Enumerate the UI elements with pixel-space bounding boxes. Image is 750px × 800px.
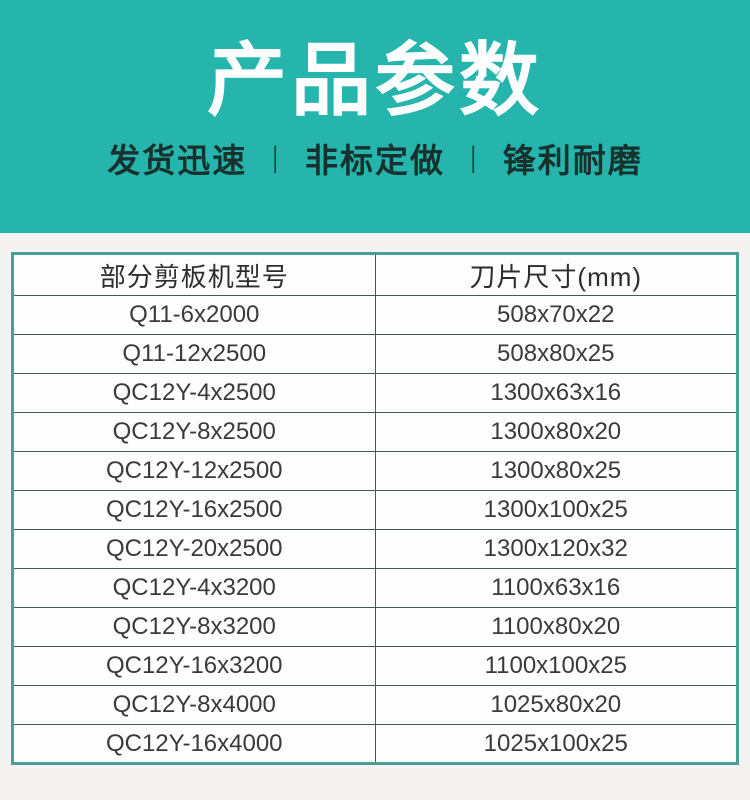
size-cell: 1300x100x25 [374, 490, 738, 530]
feature-custom-made: 非标定做 [305, 142, 445, 179]
feature-sharp-durable: 锋利耐磨 [502, 142, 643, 179]
feature-fast-shipping: 发货迅速 [107, 142, 248, 179]
table-row: QC12Y-4x2500 1300x63x16 [12, 373, 738, 413]
size-cell: 1300x80x20 [374, 412, 738, 452]
model-cell: QC12Y-8x2500 [12, 412, 376, 452]
model-cell: QC12Y-20x2500 [12, 529, 376, 569]
model-cell: QC12Y-16x3200 [12, 646, 376, 686]
model-cell: QC12Y-12x2500 [12, 451, 376, 491]
model-cell: Q11-6x2000 [12, 295, 376, 335]
table-row: Q11-6x2000 508x70x22 [12, 295, 738, 335]
model-cell: QC12Y-16x2500 [12, 490, 376, 530]
model-cell: QC12Y-16x4000 [12, 724, 376, 764]
table-row: QC12Y-12x2500 1300x80x25 [12, 451, 738, 491]
header-banner: 产品参数 发货迅速 | 非标定做 | 锋利耐磨 [0, 0, 750, 233]
size-cell: 1300x63x16 [374, 373, 738, 413]
size-cell: 1025x100x25 [374, 724, 738, 764]
model-cell: Q11-12x2500 [12, 334, 376, 374]
model-cell: QC12Y-8x3200 [12, 607, 376, 647]
size-cell: 1100x63x16 [374, 568, 738, 608]
model-cell: QC12Y-4x3200 [12, 568, 376, 608]
table-header-row: 部分剪板机型号 刀片尺寸(mm) [12, 253, 738, 296]
size-cell: 1300x120x32 [374, 529, 738, 569]
tagline-separator-bar: | [470, 141, 478, 174]
size-cell: 508x80x25 [374, 334, 738, 374]
tagline-separator-bar: | [272, 141, 280, 174]
table-row: QC12Y-8x3200 1100x80x20 [12, 607, 738, 647]
table-row: QC12Y-16x2500 1300x100x25 [12, 490, 738, 530]
size-cell: 1100x80x20 [374, 607, 738, 647]
table-row: Q11-12x2500 508x80x25 [12, 334, 738, 374]
table-row: QC12Y-8x4000 1025x80x20 [12, 685, 738, 725]
column-header-model: 部分剪板机型号 [12, 253, 376, 296]
table-row: QC12Y-16x3200 1100x100x25 [12, 646, 738, 686]
feature-tagline: 发货迅速 | 非标定做 | 锋利耐磨 [0, 134, 750, 182]
table-row: QC12Y-16x4000 1025x100x25 [12, 724, 738, 764]
table-row: QC12Y-4x3200 1100x63x16 [12, 568, 738, 608]
size-cell: 1025x80x20 [374, 685, 738, 725]
table-row: QC12Y-8x2500 1300x80x20 [12, 412, 738, 452]
model-cell: QC12Y-4x2500 [12, 373, 376, 413]
size-cell: 1100x100x25 [374, 646, 738, 686]
size-cell: 1300x80x25 [374, 451, 738, 491]
table-row: QC12Y-20x2500 1300x120x32 [12, 529, 738, 569]
size-cell: 508x70x22 [374, 295, 738, 335]
column-header-blade-size: 刀片尺寸(mm) [374, 253, 738, 296]
spec-table: 部分剪板机型号 刀片尺寸(mm) Q11-6x2000 508x70x22 Q1… [11, 252, 739, 765]
page-title: 产品参数 [207, 36, 543, 125]
model-cell: QC12Y-8x4000 [12, 685, 376, 725]
